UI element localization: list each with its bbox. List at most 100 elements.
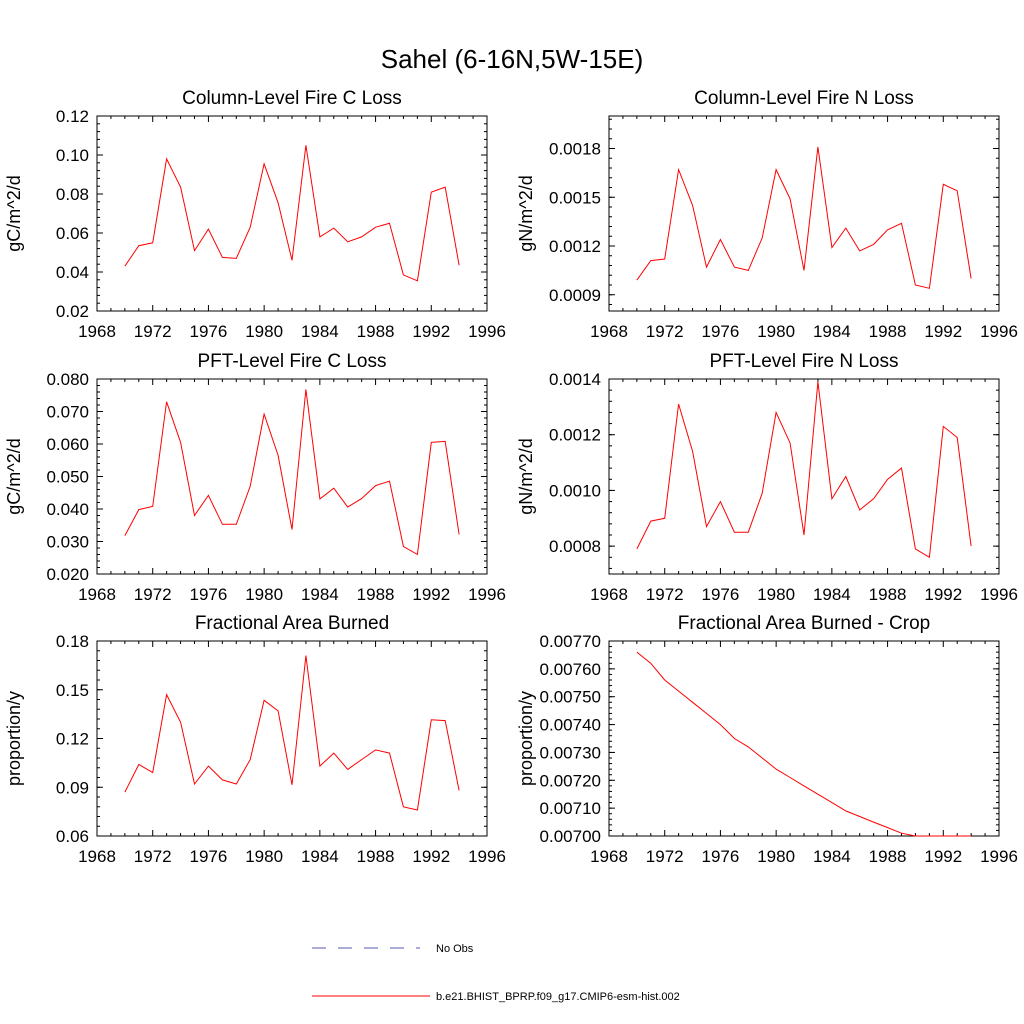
x-tick-label: 1996: [468, 847, 506, 866]
y-tick-label: 0.15: [56, 681, 89, 700]
x-tick-label: 1972: [646, 585, 684, 604]
figure-title: Sahel (6-16N,5W-15E): [381, 44, 644, 74]
panel-title: PFT-Level Fire N Loss: [710, 351, 899, 372]
x-tick-label: 1988: [357, 585, 395, 604]
x-tick-label: 1988: [357, 847, 395, 866]
y-tick-label: 0.070: [46, 403, 89, 422]
panel-fractional-area-burned-crop: Fractional Area Burned - Crop proportion/…: [516, 613, 1018, 866]
x-tick-label: 1992: [412, 322, 450, 341]
y-tick-label: 0.030: [46, 533, 89, 552]
x-tick-label: 1980: [245, 585, 283, 604]
series-line-model: [124, 389, 460, 556]
panel-pft-level-fire-n-loss: PFT-Level Fire N Loss gN/m^2/d 1968 1972 197…: [516, 351, 1018, 604]
x-tick-label: 1984: [813, 322, 851, 341]
series-line-model: [636, 381, 972, 559]
x-tick-label: 1976: [190, 585, 228, 604]
panel-title: Column-Level Fire N Loss: [694, 88, 914, 109]
x-tick-label: 1996: [980, 322, 1018, 341]
x-tick-label: 1988: [869, 847, 907, 866]
panel-title: Fractional Area Burned - Crop: [678, 613, 930, 634]
y-tick-label: 0.0018: [549, 140, 601, 159]
panel-title: Column-Level Fire C Loss: [182, 88, 402, 109]
panel-pft-level-fire-c-loss: PFT-Level Fire C Loss gC/m^2/d 1968 1972 197…: [4, 351, 506, 604]
y-tick-label: 0.00750: [540, 688, 601, 707]
y-tick-label: 0.040: [46, 500, 89, 519]
y-tick-label: 0.00760: [540, 660, 601, 679]
y-tick-label: 0.10: [56, 146, 89, 165]
panel-fractional-area-burned: Fractional Area Burned proportion/y 1968 19…: [4, 613, 506, 866]
y-tick-label: 0.0012: [549, 237, 601, 256]
legend-no-obs-label: No Obs: [436, 943, 474, 955]
plot-frame: [608, 640, 1000, 837]
x-tick-label: 1984: [813, 585, 851, 604]
y-axis-label: gC/m^2/d: [4, 175, 24, 251]
x-tick-label: 1976: [702, 585, 740, 604]
plot-frame: [96, 115, 488, 312]
x-tick-label: 1972: [646, 847, 684, 866]
x-tick-label: 1976: [702, 322, 740, 341]
y-tick-label: 0.0012: [549, 426, 601, 445]
plot-frame: [608, 115, 1000, 312]
x-tick-label: 1972: [134, 585, 172, 604]
y-tick-label: 0.06: [56, 827, 89, 846]
y-axis-label: gN/m^2/d: [516, 175, 536, 251]
y-axis-label: proportion/y: [4, 691, 24, 786]
x-tick-label: 1992: [924, 847, 962, 866]
legend: No Obs b.e21.BHIST_BPRP.f09_g17.CMIP6-es…: [312, 943, 680, 1003]
panel-title: PFT-Level Fire C Loss: [198, 351, 387, 372]
x-tick-label: 1992: [412, 585, 450, 604]
y-tick-label: 0.06: [56, 224, 89, 243]
y-tick-label: 0.050: [46, 468, 89, 487]
y-axis-label: proportion/y: [516, 691, 536, 786]
x-tick-label: 1996: [980, 585, 1018, 604]
x-tick-label: 1972: [646, 322, 684, 341]
y-tick-label: 0.0015: [549, 188, 601, 207]
legend-model-label: b.e21.BHIST_BPRP.f09_g17.CMIP6-esm-hist.…: [436, 991, 680, 1003]
panel-column-level-fire-n-loss: Column-Level Fire N Loss gN/m^2/d 1968 1972…: [516, 88, 1018, 341]
x-tick-label: 1992: [924, 585, 962, 604]
x-tick-label: 1984: [301, 322, 339, 341]
series-line-model: [124, 145, 460, 282]
x-tick-label: 1980: [245, 847, 283, 866]
x-tick-label: 1968: [78, 847, 116, 866]
y-tick-label: 0.18: [56, 632, 89, 651]
x-tick-label: 1968: [78, 322, 116, 341]
plot-frame: [96, 378, 488, 575]
y-tick-label: 0.0014: [549, 370, 601, 389]
y-tick-label: 0.12: [56, 107, 89, 126]
x-tick-label: 1968: [590, 585, 628, 604]
x-tick-label: 1984: [301, 585, 339, 604]
panel-title: Fractional Area Burned: [195, 613, 389, 634]
x-tick-label: 1984: [301, 847, 339, 866]
x-tick-label: 1996: [468, 585, 506, 604]
y-tick-label: 0.0008: [549, 537, 601, 556]
y-tick-label: 0.080: [46, 370, 89, 389]
y-tick-label: 0.12: [56, 730, 89, 749]
y-tick-label: 0.0009: [549, 286, 601, 305]
x-tick-label: 1988: [357, 322, 395, 341]
x-tick-label: 1996: [980, 847, 1018, 866]
y-tick-label: 0.08: [56, 185, 89, 204]
x-tick-label: 1968: [590, 322, 628, 341]
x-tick-label: 1976: [702, 847, 740, 866]
x-tick-label: 1988: [869, 585, 907, 604]
x-tick-label: 1988: [869, 322, 907, 341]
y-axis-label: gN/m^2/d: [516, 438, 536, 514]
y-tick-label: 0.09: [56, 778, 89, 797]
x-tick-label: 1992: [924, 322, 962, 341]
x-tick-label: 1976: [190, 847, 228, 866]
x-tick-label: 1980: [245, 322, 283, 341]
y-tick-label: 0.060: [46, 435, 89, 454]
x-tick-label: 1976: [190, 322, 228, 341]
plot-frame: [608, 378, 1000, 575]
x-tick-label: 1996: [468, 322, 506, 341]
y-axis-label: gC/m^2/d: [4, 438, 24, 514]
y-tick-label: 0.0010: [549, 481, 601, 500]
series-line-model: [636, 146, 972, 289]
y-tick-label: 0.02: [56, 302, 89, 321]
y-tick-label: 0.00720: [540, 771, 601, 790]
x-tick-label: 1984: [813, 847, 851, 866]
x-tick-label: 1992: [412, 847, 450, 866]
x-tick-label: 1968: [590, 847, 628, 866]
